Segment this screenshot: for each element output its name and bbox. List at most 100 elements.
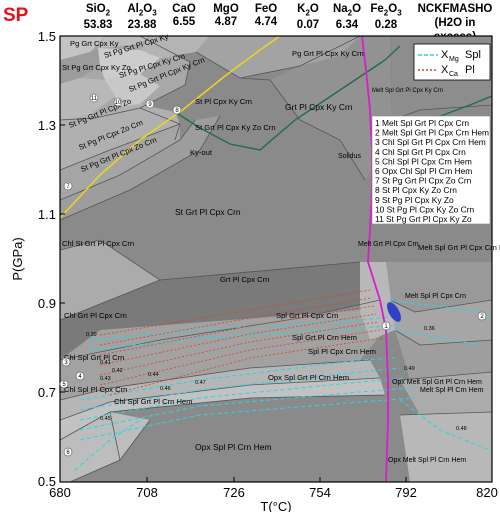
- oxide-k2o: K2O 0.07: [296, 3, 320, 32]
- y-tick: 1.1: [38, 207, 56, 222]
- field-label: Pg Grt Cpx Ky: [70, 39, 119, 48]
- x-tick: 820: [476, 485, 498, 500]
- svg-text:7: 7: [66, 184, 70, 190]
- isopleth-label: 0.47: [195, 380, 206, 386]
- oxide-na2o-value: 6.34: [335, 19, 359, 32]
- isopleth-label: 0.42: [112, 368, 123, 374]
- isopleth-label: 0.46: [160, 386, 171, 392]
- system-label: NCKFMASHO (H2O in excess): [412, 2, 498, 44]
- isopleth-label: 0.41: [100, 360, 111, 366]
- oxide-sio2-value: 53.83: [83, 19, 113, 32]
- sample-label: SP: [3, 5, 29, 26]
- field-number-marker: 8: [172, 105, 182, 115]
- field-number-markers: 1 2 3 4 5 6 7 8 9 10 11: [59, 93, 487, 457]
- legend: X Mg Spl X Ca Pl: [413, 43, 491, 81]
- field-label: Chl Spl Grt Pl Crn: [64, 353, 124, 362]
- legend-pl-symbol: X: [441, 64, 449, 76]
- oxide-k2o-value: 0.07: [296, 19, 320, 32]
- field-label: Chl Grt Pl Cpx Crn: [64, 311, 127, 320]
- field-list-item: 9 St Pg Pl Cpx Ky Zo: [375, 195, 454, 205]
- y-tick: 0.7: [38, 385, 56, 400]
- field-label: Ky-out: [190, 148, 213, 157]
- field-list-item: 2 Melt Spl Grt Pl Cpx Crn Hem: [375, 128, 489, 138]
- field-list-item: 6 Opx Chl Spl Pl Crn Hem: [375, 166, 472, 176]
- field-label: Spl Pl Cpx Crn Hem: [308, 347, 376, 356]
- oxide-fe2o3-value: 0.28: [374, 19, 398, 32]
- x-tick: 754: [309, 485, 331, 500]
- x-tick: 792: [395, 485, 417, 500]
- x-axis-label: T(°C): [260, 499, 291, 512]
- svg-text:9: 9: [148, 102, 152, 108]
- system-name: NCKFMASHO: [417, 3, 493, 15]
- ky-out-line: [174, 45, 401, 151]
- y-tick: 0.5: [38, 474, 56, 489]
- y-tick: 1.5: [38, 29, 56, 44]
- x-tick: 726: [223, 485, 245, 500]
- x-tick: 680: [49, 485, 71, 500]
- field-label: Melt Spl Grt Pl Cpx Crn Hem: [418, 243, 500, 252]
- field-label: St Pl Cpx Ky Crn: [195, 97, 252, 106]
- field-label: Spl Grt Pl Cpx Crn: [276, 311, 338, 320]
- field-list-item: 8 St Pl Cpx Ky Zo Crn: [375, 185, 457, 195]
- isopleth-label: 0.39: [86, 332, 97, 338]
- isopleth-label: 0.44: [148, 372, 159, 378]
- svg-text:5: 5: [62, 382, 66, 388]
- sample-ellipse: [387, 302, 401, 322]
- field-number-marker: 5: [59, 379, 69, 389]
- y-tick: 1.3: [38, 118, 56, 133]
- legend-spl-phase: Spl: [465, 49, 481, 61]
- oxide-feo: FeO 4.74: [246, 3, 286, 29]
- isopleth-label: 0.49: [404, 366, 415, 372]
- plot-frame: [59, 35, 493, 483]
- field-label: Opx Melt Spl Pl Crn Hem: [388, 457, 466, 464]
- svg-text:1: 1: [384, 324, 388, 330]
- x-tick: 708: [136, 485, 158, 500]
- y-axis-label: P(GPa): [10, 237, 25, 280]
- solidus-line: [361, 36, 389, 482]
- svg-text:10: 10: [115, 100, 122, 106]
- field-number-marker: 2: [477, 311, 487, 321]
- field-label: St Pg Grt Cpx Ky Zo: [62, 63, 131, 72]
- oxide-mgo: MgO 4.87: [206, 3, 246, 29]
- svg-text:6: 6: [66, 450, 70, 456]
- field-label: Opx Spl Grt Pl Crn Hem: [268, 373, 349, 382]
- field-label: Grt Pl Cpx Crn: [220, 275, 269, 284]
- oxide-al2o3: Al2O3 23.88: [127, 3, 157, 32]
- field-label: Opx Melt Spl Grt Pl Crn Hem: [392, 379, 482, 386]
- oxide-feo-name: FeO: [254, 3, 278, 15]
- oxide-feo-value: 4.74: [254, 16, 278, 28]
- oxide-cao: CaO 6.55: [164, 3, 204, 29]
- field-label: Grt Pl Cpx Ky Crn: [285, 102, 353, 112]
- field-number-marker: 11: [89, 93, 99, 103]
- svg-text:4: 4: [78, 374, 82, 380]
- legend-pl-phase: Pl: [465, 64, 475, 76]
- legend-spl-symbol: X: [441, 49, 449, 61]
- oxide-cao-name: CaO: [172, 3, 196, 15]
- oxide-cao-value: 6.55: [172, 16, 196, 28]
- field-list-item: 4 Chl Spl Grt Pl Cpx Crn: [375, 147, 466, 157]
- oxide-na2o: Na2O 6.34: [332, 3, 362, 32]
- field-list-item: 5 Chl Spl Pl Cpx Crn Hem: [375, 156, 472, 166]
- field-label: Melt Grt Pl Cpx Crn: [358, 241, 419, 248]
- field-list-item: 1 Melt Spl Grt Pl Cpx Crn: [375, 118, 469, 128]
- legend-spl-sub: Mg: [449, 56, 459, 63]
- isopleth-label: 0.36: [424, 326, 435, 332]
- y-tick: 0.9: [38, 296, 56, 311]
- field-list-item: 3 Chl Spl Grt Pl Cpx Crn Hem: [375, 137, 486, 147]
- oxide-fe2o3: Fe2O3 0.28: [370, 3, 402, 32]
- field-number-marker: 9: [145, 99, 155, 109]
- field-label: Spl Grt Pl Crn Hem: [292, 333, 357, 342]
- field-label: Melt Spl Pl Crn Hem: [420, 387, 484, 394]
- field-number-marker: 6: [63, 447, 73, 457]
- isopleth-labels: 0.41 0.42 0.43 0.44 0.45 0.46 0.47 0.48 …: [86, 326, 467, 432]
- oxide-al2o3-value: 23.88: [127, 19, 157, 32]
- field-number-marker: 1: [381, 321, 391, 331]
- numbered-field-list: 1 Melt Spl Grt Pl Cpx Crn 2 Melt Spl Grt…: [371, 115, 491, 225]
- field-number-marker: 3: [61, 357, 71, 367]
- y-tick-labels: 0.5 0.7 0.9 1.1 1.3 1.5: [38, 29, 56, 489]
- axis-ticks: [59, 35, 493, 483]
- field-number-marker: 4: [75, 371, 85, 381]
- oxide-mgo-name: MgO: [213, 3, 239, 15]
- pl-isopleths: [99, 289, 383, 396]
